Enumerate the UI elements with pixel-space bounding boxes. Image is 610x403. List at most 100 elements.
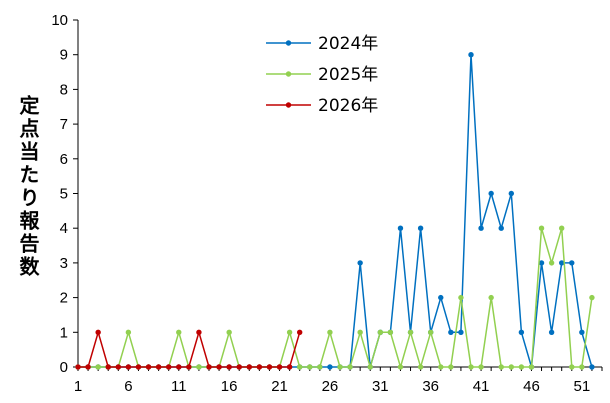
x-tick-label: 31 <box>372 378 389 395</box>
data-point <box>468 364 474 370</box>
data-point <box>236 364 242 370</box>
data-point <box>528 364 535 370</box>
data-point <box>478 225 484 231</box>
data-point <box>579 364 585 370</box>
legend-marker <box>285 102 292 108</box>
data-point <box>417 225 424 231</box>
data-point <box>307 364 313 370</box>
legend-item: 2025年 <box>266 65 378 85</box>
y-tick-label: 7 <box>60 116 68 133</box>
data-point <box>518 329 525 335</box>
y-tick-label: 0 <box>60 359 68 376</box>
data-point <box>367 364 373 370</box>
x-tick-label: 36 <box>422 378 439 395</box>
data-point <box>448 364 454 370</box>
x-tick-label: 1 <box>74 378 82 395</box>
data-point <box>397 364 404 370</box>
data-point <box>589 294 595 301</box>
data-point <box>95 364 101 370</box>
data-point <box>387 329 394 335</box>
data-point <box>135 364 142 370</box>
y-tick-label: 10 <box>51 12 68 29</box>
data-point <box>196 364 202 370</box>
y-tick-label: 2 <box>60 290 68 307</box>
y-tick-label: 3 <box>60 255 68 272</box>
x-tick-label: 11 <box>171 378 187 395</box>
data-point <box>95 329 101 335</box>
data-point <box>125 329 132 335</box>
data-point <box>286 364 293 370</box>
data-point <box>488 294 494 301</box>
y-tick-label: 9 <box>60 47 68 64</box>
data-point <box>125 364 132 370</box>
data-point <box>196 329 202 335</box>
data-point <box>589 364 595 370</box>
data-point <box>458 294 464 301</box>
data-point <box>518 364 525 370</box>
data-point <box>558 225 565 231</box>
data-point <box>488 190 494 197</box>
chart-legend: 2024年 2025年 2026年 <box>266 34 378 116</box>
legend-label: 2026年 <box>318 96 378 116</box>
data-point <box>327 364 333 370</box>
data-point <box>75 364 81 370</box>
data-point <box>357 329 363 335</box>
data-point <box>266 364 273 370</box>
legend-label: 2024年 <box>318 34 378 54</box>
legend-item: 2024年 <box>266 34 378 54</box>
x-tick-label: 51 <box>574 378 591 395</box>
data-point <box>407 329 414 335</box>
data-point <box>438 364 444 370</box>
x-tick-label: 26 <box>322 378 339 395</box>
data-point <box>538 225 545 231</box>
data-point <box>165 364 172 370</box>
data-point <box>186 364 192 370</box>
data-point <box>538 260 545 266</box>
y-tick-label: 8 <box>60 81 68 98</box>
data-point <box>317 364 323 370</box>
legend-marker <box>285 40 292 46</box>
data-point <box>417 364 424 370</box>
series-line <box>78 329 301 368</box>
data-point <box>569 364 575 370</box>
data-point <box>206 364 212 370</box>
data-point <box>498 364 504 370</box>
data-point <box>569 260 575 266</box>
legend-label: 2025年 <box>318 65 378 85</box>
series-3 <box>75 329 303 370</box>
data-point <box>548 329 555 335</box>
x-tick-label: 6 <box>124 378 132 395</box>
y-tick-label: 1 <box>60 324 68 341</box>
y-axis-label: 定点当たり報告数 <box>16 95 40 279</box>
data-point <box>357 260 363 266</box>
data-point <box>427 329 434 335</box>
data-point <box>216 364 222 370</box>
data-point <box>105 364 111 370</box>
data-point <box>448 329 454 335</box>
data-point <box>85 364 91 370</box>
data-point <box>276 364 283 370</box>
data-point <box>468 52 474 58</box>
data-point <box>226 364 232 370</box>
data-point <box>246 364 253 370</box>
data-point <box>579 329 585 335</box>
x-axis-ticks: 1 6 11 16 21 26 31 36 41 46 51 <box>74 367 603 395</box>
data-point <box>498 225 504 231</box>
data-point <box>296 364 303 370</box>
x-tick-label: 46 <box>523 378 540 395</box>
x-tick-label: 41 <box>473 378 490 395</box>
data-point <box>226 329 232 335</box>
data-point <box>296 329 303 335</box>
legend-marker <box>285 71 292 77</box>
y-axis-ticks: 0 1 2 3 4 5 6 7 8 9 10 <box>51 12 78 376</box>
data-point <box>115 364 122 370</box>
data-point <box>145 364 152 370</box>
y-tick-label: 4 <box>60 220 68 237</box>
y-tick-label: 5 <box>60 186 68 203</box>
data-point <box>337 364 343 370</box>
x-tick-label: 16 <box>221 378 238 395</box>
data-point <box>438 294 444 301</box>
data-point <box>176 329 182 335</box>
data-point <box>508 190 515 197</box>
